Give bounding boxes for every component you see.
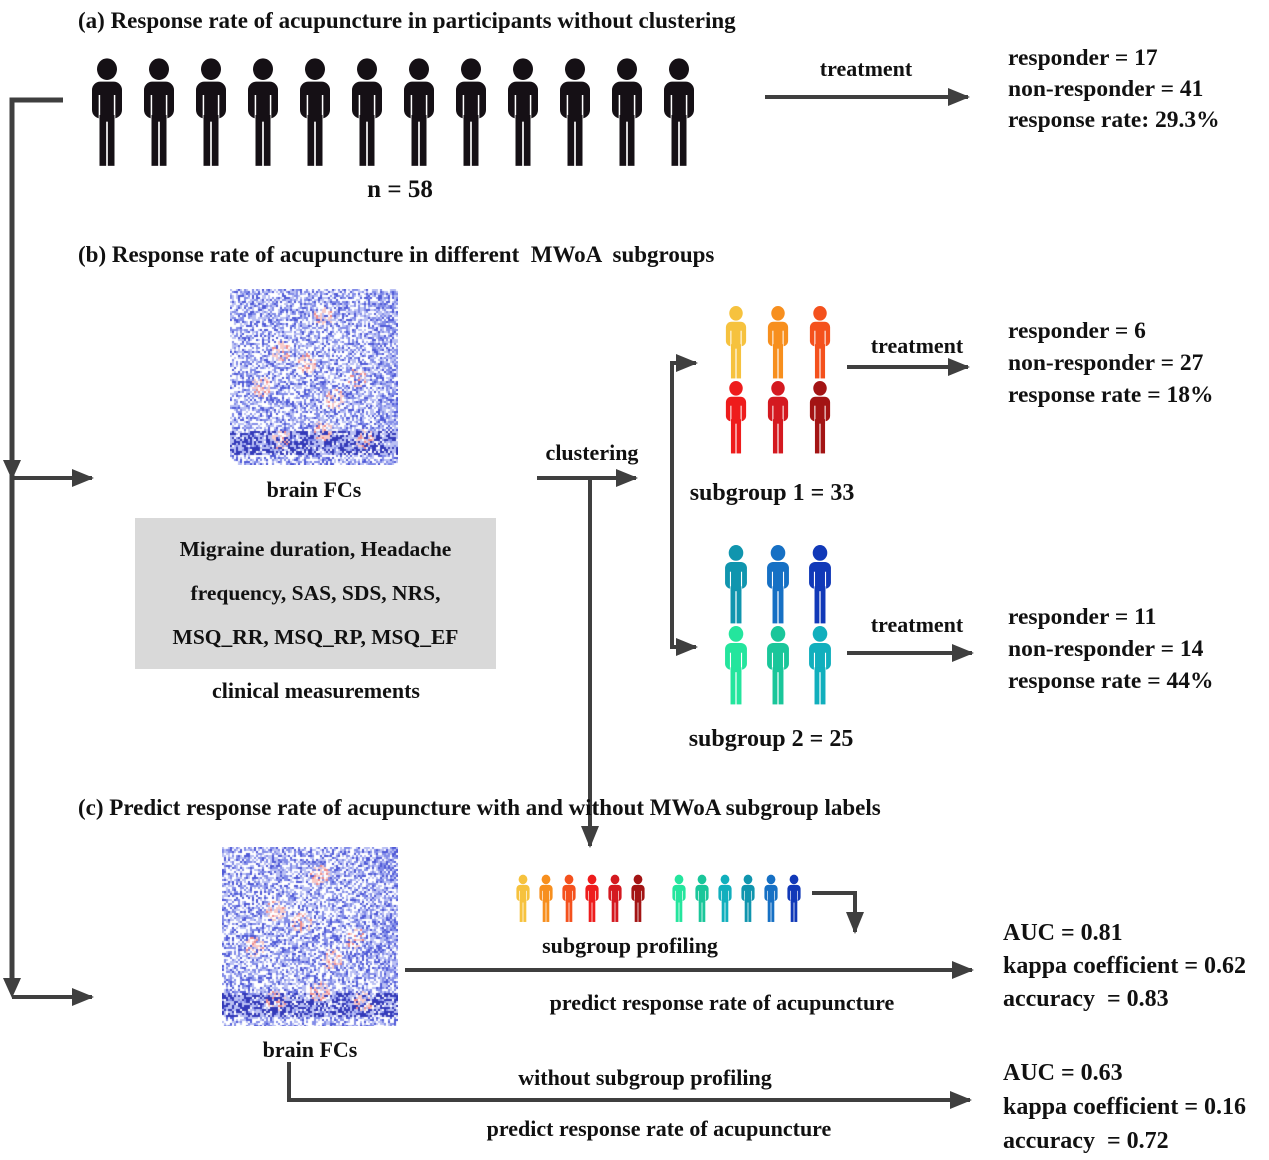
person-icon: [695, 874, 709, 922]
person-icon: [725, 306, 747, 379]
person-icon: [809, 626, 831, 705]
person-icon: [404, 58, 434, 166]
non-responder-count-text: non-responder = 14: [1008, 636, 1204, 662]
person-icon: [516, 874, 530, 922]
section-a-title: (a) Response rate of acupuncture in part…: [78, 8, 736, 33]
auc-text: AUC = 0.81: [1003, 920, 1123, 946]
predict-with-profiling-label: predict response rate of acupuncture: [549, 990, 895, 1015]
kappa-text: kappa coefficient = 0.62: [1003, 953, 1246, 979]
person-icon: [767, 306, 789, 379]
person-icon: [767, 626, 789, 705]
person-icon: [608, 874, 622, 922]
subgroup2-people-group: [716, 545, 842, 705]
person-icon: [725, 626, 747, 705]
arrow-profiling-elbow: [812, 891, 864, 934]
clinical-measurements-box: Migraine duration, Headache frequency, S…: [135, 518, 496, 669]
brain-fc-matrix-b: [230, 289, 398, 465]
left-spine-arrowhead-c: [3, 978, 21, 998]
person-icon: [809, 306, 831, 379]
person-icon: [664, 58, 694, 166]
predict-without-profiling-label: predict response rate of acupuncture: [486, 1116, 832, 1141]
person-icon: [300, 58, 330, 166]
cohort-people-group: [82, 54, 704, 171]
brain-fcs-label-c: brain FCs: [262, 1037, 358, 1062]
person-icon: [92, 58, 122, 166]
person-icon: [539, 874, 553, 922]
person-icon: [248, 58, 278, 166]
results-subgroup2: responder = 11 non-responder = 14 respon…: [1008, 601, 1214, 697]
person-icon: [767, 381, 789, 454]
person-icon: [560, 58, 590, 166]
brain-fc-matrix-c: [222, 847, 398, 1026]
treatment-label-a: treatment: [819, 56, 913, 81]
person-icon: [809, 545, 831, 624]
person-icon: [456, 58, 486, 166]
clinical-box-line: MSQ_RR, MSQ_RP, MSQ_EF: [172, 625, 459, 649]
person-icon: [764, 874, 778, 922]
responder-count-text: responder = 6: [1008, 318, 1146, 344]
person-icon: [718, 874, 732, 922]
person-icon: [741, 874, 755, 922]
section-c-title: (c) Predict response rate of acupuncture…: [78, 795, 881, 820]
subgroup-profiling-label: subgroup profiling: [542, 933, 718, 958]
profiled-people-group: [512, 872, 805, 925]
person-icon: [352, 58, 382, 166]
person-icon: [631, 874, 645, 922]
accuracy-text: accuracy = 0.83: [1003, 986, 1169, 1012]
clustering-label: clustering: [545, 440, 639, 465]
person-icon: [196, 58, 226, 166]
metrics-with-profiling: AUC = 0.81 kappa coefficient = 0.62 accu…: [1003, 917, 1246, 1016]
person-icon: [144, 58, 174, 166]
auc-text: AUC = 0.63: [1003, 1060, 1123, 1086]
person-icon: [585, 874, 599, 922]
person-icon: [725, 545, 747, 624]
person-icon: [508, 58, 538, 166]
left-spine-line: [9, 97, 63, 988]
accuracy-text: accuracy = 0.72: [1003, 1128, 1169, 1154]
without-profiling-label: without subgroup profiling: [518, 1065, 772, 1090]
responder-count-text: responder = 11: [1008, 604, 1157, 630]
responder-count-text: responder = 17: [1008, 45, 1158, 71]
person-icon: [787, 874, 801, 922]
results-a: responder = 17 non-responder = 41 respon…: [1008, 43, 1220, 136]
brain-fcs-label-b: brain FCs: [266, 477, 362, 502]
person-icon: [562, 874, 576, 922]
cohort-size-label: n = 58: [367, 176, 433, 203]
metrics-without-profiling: AUC = 0.63 kappa coefficient = 0.16 accu…: [1003, 1056, 1246, 1158]
person-icon: [809, 381, 831, 454]
response-rate-text: response rate = 44%: [1008, 668, 1214, 694]
clinical-box-line: Migraine duration, Headache: [179, 537, 452, 561]
clinical-measurements-label: clinical measurements: [212, 678, 420, 703]
left-spine-arrowhead-b: [3, 460, 21, 480]
treatment-label-subgroup2: treatment: [870, 612, 964, 637]
subgroup1-people-group: [716, 306, 842, 454]
non-responder-count-text: non-responder = 27: [1008, 350, 1204, 376]
section-b-title: (b) Response rate of acupuncture in diff…: [78, 242, 715, 267]
treatment-label-subgroup1: treatment: [870, 333, 964, 358]
clinical-box-line: frequency, SAS, SDS, NRS,: [190, 581, 441, 605]
response-rate-text: response rate: 29.3%: [1008, 107, 1220, 133]
subgroup2-label: subgroup 2 = 25: [688, 726, 854, 752]
person-icon: [672, 874, 686, 922]
person-icon: [725, 381, 747, 454]
non-responder-count-text: non-responder = 41: [1008, 76, 1204, 102]
response-rate-text: response rate = 18%: [1008, 382, 1214, 408]
results-subgroup1: responder = 6 non-responder = 27 respons…: [1008, 315, 1214, 411]
person-icon: [612, 58, 642, 166]
person-icon: [767, 545, 789, 624]
kappa-text: kappa coefficient = 0.16: [1003, 1094, 1246, 1120]
subgroup1-label: subgroup 1 = 33: [689, 480, 855, 506]
